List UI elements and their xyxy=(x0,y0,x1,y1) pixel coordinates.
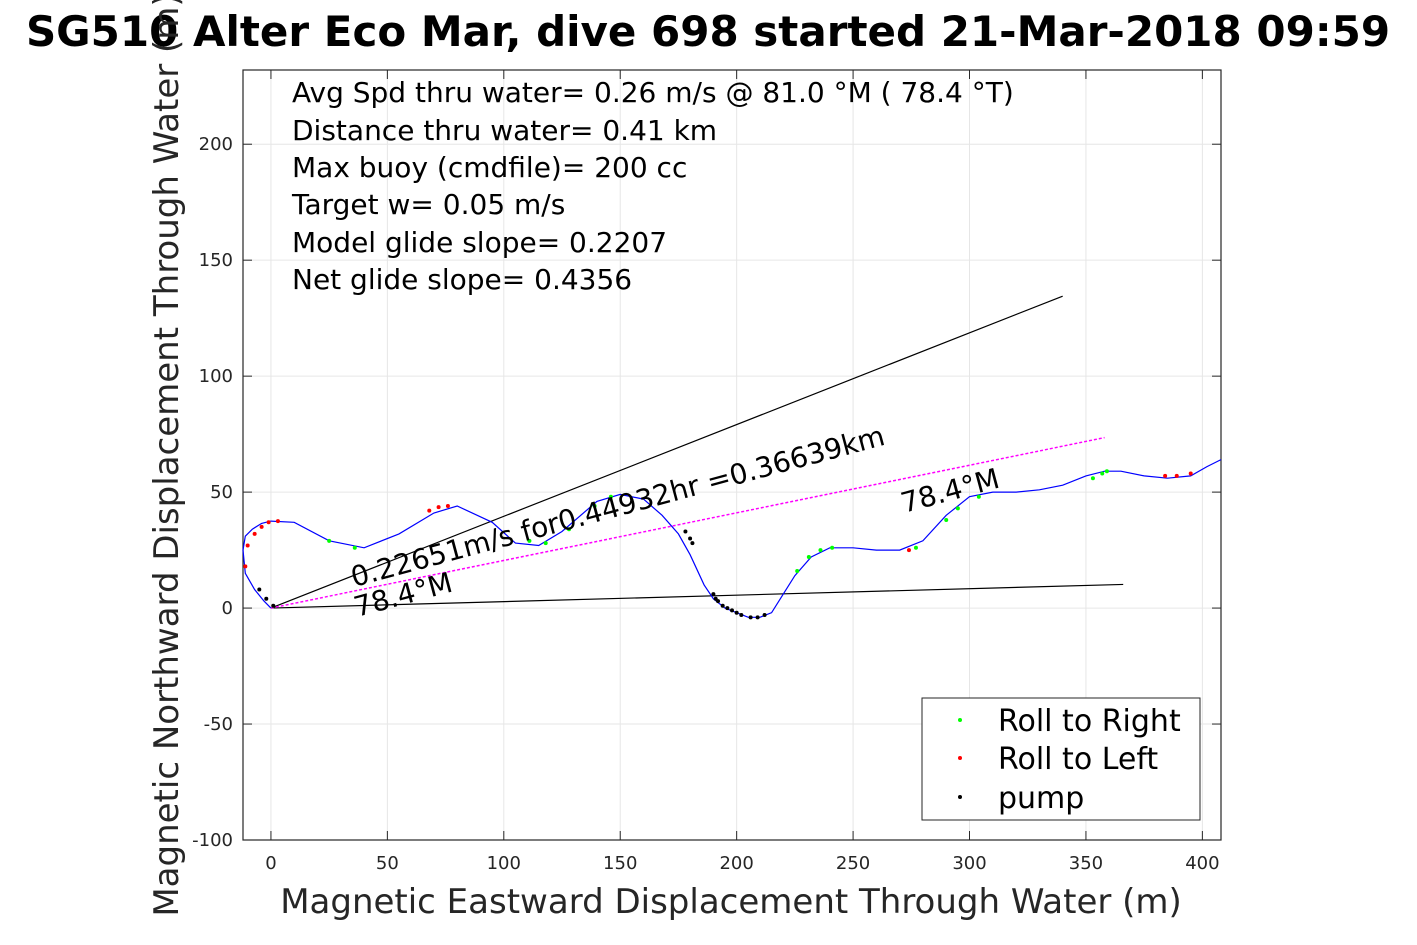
pump-point xyxy=(734,610,739,615)
chart-title: SG510 Alter Eco Mar, dive 698 started 21… xyxy=(26,7,1390,56)
heading-annotation-far: 78.4°M xyxy=(897,462,1003,520)
info-line: Model glide slope= 0.2207 xyxy=(292,226,667,259)
roll-to-right-point xyxy=(327,538,332,543)
roll-to-left-point xyxy=(266,520,271,525)
x-tick-label: 250 xyxy=(836,853,870,874)
y-tick-label: 0 xyxy=(222,598,233,619)
pump-point xyxy=(264,596,269,601)
pump-point xyxy=(720,603,725,608)
x-tick-label: 100 xyxy=(487,853,521,874)
pump-point xyxy=(730,608,734,613)
speed-annotation: 0.22651m/s for0.44932hr =0.36639km xyxy=(347,419,888,594)
roll-to-right-point xyxy=(543,541,548,546)
y-tick-label: 50 xyxy=(210,482,233,503)
y-tick-label: 150 xyxy=(199,250,233,271)
roll-to-right-point xyxy=(976,494,981,499)
roll-to-left-point xyxy=(1163,473,1168,478)
info-line: Max buoy (cmdfile)= 200 cc xyxy=(292,151,687,184)
x-tick-label: 0 xyxy=(265,853,276,874)
info-box: Avg Spd thru water= 0.26 m/s @ 81.0 °M (… xyxy=(291,76,1014,296)
legend: Roll to Right Roll to Left pump xyxy=(921,697,1201,821)
legend-label-roll-left: Roll to Left xyxy=(998,742,1158,777)
reference-lines xyxy=(270,295,1124,609)
roll-to-left-point xyxy=(245,543,250,548)
roll-to-right-point xyxy=(955,506,960,511)
roll-to-right-point xyxy=(818,548,823,553)
roll-to-right-point xyxy=(1104,469,1109,474)
y-tick-label: 200 xyxy=(199,134,233,155)
roll-to-left-point xyxy=(275,519,280,524)
x-tick-label: 350 xyxy=(1069,853,1103,874)
pump-point xyxy=(683,529,688,534)
roll-to-left-point xyxy=(259,524,264,529)
net-track-line xyxy=(270,436,1105,609)
roll-to-right-point xyxy=(944,517,949,522)
roll-to-right-point xyxy=(567,527,571,532)
pump-point xyxy=(688,536,693,541)
pump-point xyxy=(739,613,744,618)
info-line: Distance thru water= 0.41 km xyxy=(292,114,717,147)
roll-to-left-point xyxy=(436,505,441,510)
legend-marker-roll-right xyxy=(958,718,962,722)
legend-box xyxy=(921,697,1201,821)
x-axis-label: Magnetic Eastward Displacement Through W… xyxy=(280,882,1182,922)
pump-point xyxy=(711,592,716,597)
tick-labels: 0 50 100 150 200 250 300 350 400 -100 -50 0 50 100 150… xyxy=(192,70,1221,874)
roll-to-right-point xyxy=(1100,471,1105,476)
info-line: Target w= 0.05 m/s xyxy=(291,188,565,221)
roll-to-right-point xyxy=(795,568,800,573)
x-tick-label: 400 xyxy=(1185,853,1219,874)
pump-point xyxy=(271,603,276,608)
pump-point xyxy=(762,613,767,618)
axes-frame xyxy=(242,69,1222,841)
info-line: Net glide slope= 0.4356 xyxy=(292,263,632,296)
y-tick-label: 100 xyxy=(199,366,233,387)
x-tick-label: 50 xyxy=(376,853,399,874)
roll-to-right-point xyxy=(592,504,597,509)
legend-marker-roll-left xyxy=(958,756,962,760)
roll-to-right-point xyxy=(352,545,357,550)
y-tick-label: -100 xyxy=(192,830,233,851)
legend-marker-pump xyxy=(958,795,962,799)
x-tick-label: 200 xyxy=(719,853,753,874)
grid xyxy=(243,70,1221,841)
roll-to-left-point xyxy=(445,504,450,509)
x-tick-label: 300 xyxy=(952,853,986,874)
roll-to-right-point xyxy=(608,494,613,499)
upper-bound-line xyxy=(270,295,1063,609)
plot-area xyxy=(242,69,1222,841)
pump-point xyxy=(716,599,721,604)
pump-point xyxy=(257,587,262,592)
roll-to-left-point xyxy=(252,531,257,536)
roll-to-right-point xyxy=(527,538,532,543)
y-axis-label: Magnetic Northward Displacement Through … xyxy=(147,0,187,917)
y-tick-label: -50 xyxy=(204,714,233,735)
roll-to-left-point xyxy=(906,548,911,553)
legend-label-roll-right: Roll to Right xyxy=(998,704,1181,739)
roll-to-left-point xyxy=(427,508,432,513)
pump-point xyxy=(725,606,730,611)
roll-to-right-point xyxy=(913,545,918,550)
roll-to-right-point xyxy=(1090,476,1095,481)
legend-label-pump: pump xyxy=(998,781,1084,816)
roll-to-left-point xyxy=(1174,473,1179,478)
roll-to-right-point xyxy=(830,545,835,550)
pump-point xyxy=(748,615,753,620)
pump-point xyxy=(755,615,760,620)
x-tick-label: 150 xyxy=(603,853,637,874)
roll-to-left-point xyxy=(1188,471,1193,476)
track-line xyxy=(242,459,1222,618)
roll-to-right-point xyxy=(806,555,811,560)
track-series xyxy=(242,459,1222,620)
lower-bound-line xyxy=(270,583,1124,609)
pump-point xyxy=(690,541,695,546)
info-line: Avg Spd thru water= 0.26 m/s @ 81.0 °M (… xyxy=(292,76,1014,109)
roll-to-left-point xyxy=(243,564,248,569)
